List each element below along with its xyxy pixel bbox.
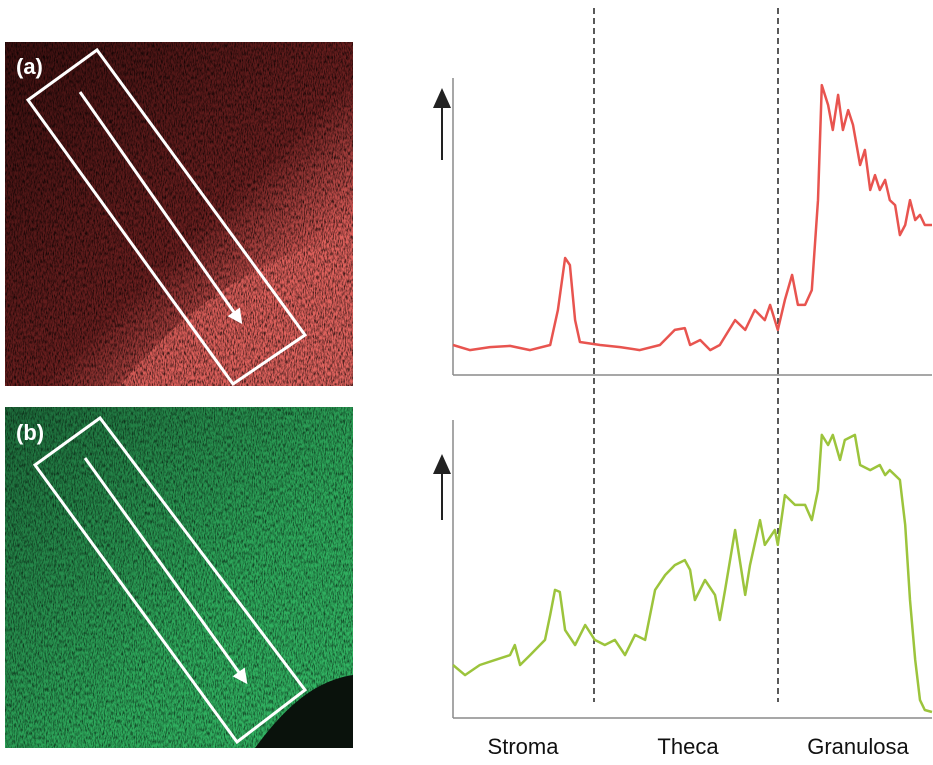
region-label: Stroma xyxy=(488,734,560,759)
axes xyxy=(433,8,932,718)
profile-line xyxy=(453,85,932,350)
image-a: (a) xyxy=(5,42,353,386)
profile-line xyxy=(453,435,932,712)
image-b: (b) xyxy=(5,407,353,748)
figure: (a) (b) Stroma Theca Granulosa xyxy=(0,0,933,760)
panel-label: (b) xyxy=(16,420,44,445)
panel-label: (a) xyxy=(16,54,43,79)
region-label: Granulosa xyxy=(807,734,909,759)
region-label: Theca xyxy=(657,734,719,759)
